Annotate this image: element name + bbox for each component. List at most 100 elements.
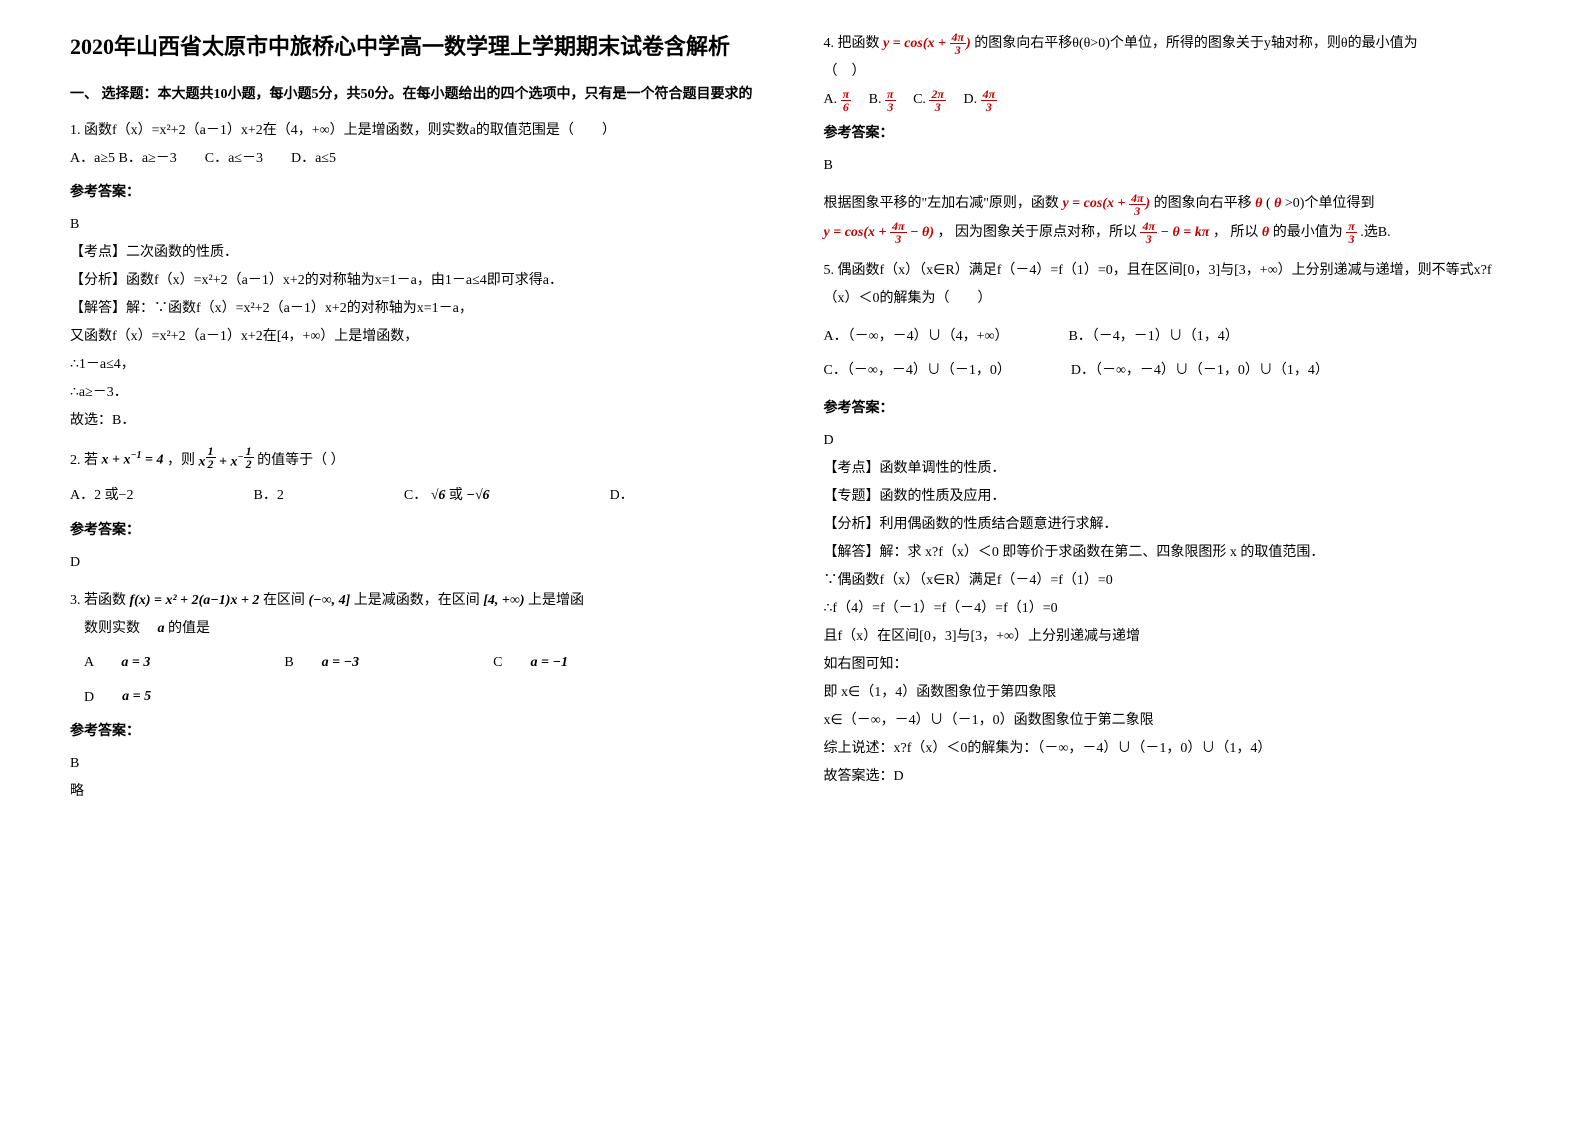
q2-text-a: 2. 若: [70, 453, 98, 468]
q4-expl-b: 的图象向右平移: [1154, 197, 1252, 212]
theta-var3: θ: [1262, 219, 1269, 247]
formula-cos-big: y = cos(x + 4π3): [1062, 190, 1150, 218]
q5-fx: 【分析】利用偶函数的性质结合题意进行求解．: [824, 511, 1518, 539]
q5-answer: D: [824, 427, 1518, 455]
q1-opts: A．a≥5 B．a≥－3 C．a≤－3 D．a≤5: [70, 145, 764, 173]
q5-jd5: 如右图可知：: [824, 651, 1518, 679]
left-column: 2020年山西省太原市中旅桥心中学高一数学理上学期期末试卷含解析 一、 选择题：…: [40, 30, 794, 1092]
q3-options-1: A a = 3 B a = −3 C a = −1: [70, 649, 764, 677]
q1-kaodian: 【考点】二次函数的性质．: [70, 239, 764, 267]
q1-jieda-4: ∴a≥－3．: [70, 379, 764, 407]
q3-d: 上是增函: [528, 593, 584, 608]
answer-label: 参考答案：: [824, 120, 1518, 148]
q5-opts-2: C．（－∞，－4）∪（－1，0） D．（－∞，－4）∪（－1，0）∪（1，4）: [824, 357, 1518, 385]
sqrt6-a: √6: [431, 482, 446, 510]
q1-jieda-2: 又函数f（x）=x²+2（a－1）x+2在[4，+∞）上是增函数，: [70, 323, 764, 351]
q3-stem: 3. 若函数 f(x) = x² + 2(a−1)x + 2 在区间 (−∞, …: [70, 587, 764, 615]
q2-opt-c: C． √6 或 −√6: [404, 482, 490, 510]
formula-x-plus-xinv: x + x−1 = 4: [102, 446, 164, 475]
opt-a-eq: a = 3: [107, 649, 150, 677]
q5-jd1: 【解答】解：求 x?f（x）＜0 即等价于求函数在第二、四象限图形 x 的取值范…: [824, 539, 1518, 567]
opt-4pi3: 4π3: [981, 86, 998, 114]
q2-opt-b: B．2: [254, 482, 284, 510]
opt-b-eq: a = −3: [308, 649, 359, 677]
q4-options: A. π6 B. π3 C. 2π3 D. 4π3: [824, 86, 1518, 114]
q1-answer: B: [70, 211, 764, 239]
formula-xhalf: x12 + x−12: [199, 445, 254, 476]
pi3-ans: π3: [1346, 219, 1357, 247]
formula-cos-shift: y = cos(x + 4π3 − θ): [824, 219, 934, 247]
opt-pi6: π6: [841, 86, 852, 114]
q5-jd3: ∴f（4）=f（－1）=f（－4）=f（1）=0: [824, 595, 1518, 623]
q4-expl-c: (: [1266, 197, 1271, 212]
q4-a: 4. 把函数: [824, 36, 880, 51]
q4-expl2-f: 的最小值为: [1273, 225, 1343, 240]
q3-c: 上是减函数，在区间: [354, 593, 480, 608]
q4-expl2-h: .选B.: [1360, 225, 1390, 240]
q2-opt-d: D．: [610, 482, 634, 510]
q3-C: C a = −1: [479, 649, 568, 677]
opt-pi3: π3: [885, 86, 896, 114]
q4-expl-d: >0)个单位得到: [1285, 197, 1375, 212]
q4-expl2-b: ， 因为图象关于原点对称，所以: [937, 225, 1140, 240]
q4-stem: 4. 把函数 y = cos(x + 4π3) 的图象向右平移θ(θ>0)个单位…: [824, 30, 1518, 58]
opt-c-eq: a = −1: [516, 649, 567, 677]
q1-stem: 1. 函数f（x）=x²+2（a－1）x+2在（4，+∞）上是增函数，则实数a的…: [70, 117, 764, 145]
q2-opt-c-b: 或: [449, 489, 463, 504]
q2-opt-a: A．2 或−2: [70, 482, 134, 510]
q4-expl-1: 根据图象平移的"左加右减"原则，函数 y = cos(x + 4π3) 的图象向…: [824, 190, 1518, 218]
doc-title: 2020年山西省太原市中旅桥心中学高一数学理上学期期末试卷含解析: [70, 30, 764, 63]
label-C: C: [493, 655, 502, 670]
q5-stem: 5. 偶函数f（x）（x∈R）满足f（－4）=f（1）=0，且在区间[0，3]与…: [824, 257, 1518, 313]
q3-options-2: D a = 5: [70, 683, 764, 711]
q5-jd7: x∈（－∞，－4）∪（－1，0）函数图象位于第二象限: [824, 707, 1518, 735]
q5-opt-b: B．（－4，－1）∪（1，4）: [1068, 323, 1238, 351]
q2-text-b: ，则: [167, 453, 195, 468]
label-B: B: [284, 655, 293, 670]
q5-opt-a: A．（－∞，－4）∪（4，+∞）: [824, 323, 1009, 351]
q4-c: （ ）: [824, 58, 1518, 86]
q1-jieda-5: 故选：B．: [70, 407, 764, 435]
q3-b: 在区间: [263, 593, 305, 608]
answer-label: 参考答案：: [824, 395, 1518, 423]
q4-b: 的图象向右平移θ(θ>0)个单位，所得的图象关于y轴对称，则θ的最小值为: [974, 36, 1417, 51]
opt-d-eq: a = 5: [108, 683, 151, 711]
q1-jieda-3: ∴1－a≤4，: [70, 351, 764, 379]
formula-eq: 4π3 − θ = kπ: [1140, 219, 1209, 247]
theta-var: θ: [1255, 190, 1262, 218]
q2-options: A．2 或−2 B．2 C． √6 或 −√6 D．: [70, 482, 764, 510]
q3-a: 3. 若函数: [70, 593, 126, 608]
q5-opt-d: D．（－∞，－4）∪（－1，0）∪（1，4）: [1071, 357, 1329, 385]
q1-jieda-1: 【解答】解：∵函数f（x）=x²+2（a－1）x+2的对称轴为x=1－a，: [70, 295, 764, 323]
q5-jd4: 且f（x）在区间[0，3]与[3，+∞）上分别递减与递增: [824, 623, 1518, 651]
q5-jd2: ∵偶函数f（x）（x∈R）满足f（－4）=f（1）=0: [824, 567, 1518, 595]
q3-answer: B: [70, 750, 764, 778]
q5-jd6: 即 x∈（1，4）函数图象位于第四象限: [824, 679, 1518, 707]
answer-label: 参考答案：: [70, 718, 764, 746]
q5-jd8: 综上说述：x?f（x）＜0的解集为：（－∞，－4）∪（－1，0）∪（1，4）: [824, 735, 1518, 763]
q5-zt: 【专题】函数的性质及应用．: [824, 483, 1518, 511]
q3-D: D a = 5: [84, 690, 151, 705]
right-column: 4. 把函数 y = cos(x + 4π3) 的图象向右平移θ(θ>0)个单位…: [794, 30, 1548, 1092]
q3-stem2-b: 的值是: [168, 621, 210, 636]
q2-stem: 2. 若 x + x−1 = 4 ，则 x12 + x−12 的值等于（ ）: [70, 445, 764, 476]
formula-cos: y = cos(x + 4π3): [883, 30, 971, 58]
q2-answer: D: [70, 549, 764, 577]
q2-text-c: 的值等于（ ）: [257, 453, 345, 468]
interval-2: [4, +∞): [483, 587, 524, 615]
q5-opt-c: C．（－∞，－4）∪（－1，0）: [824, 357, 1011, 385]
q4-expl2-d: ， 所以: [1213, 225, 1259, 240]
interval-1: (−∞, 4]: [308, 587, 350, 615]
label-D: D: [84, 690, 94, 705]
var-a: a: [144, 615, 165, 643]
q4-expl-a: 根据图象平移的"左加右减"原则，函数: [824, 197, 1059, 212]
neg-sqrt6: −√6: [466, 482, 489, 510]
formula-fx: f(x) = x² + 2(a−1)x + 2: [130, 587, 260, 615]
q5-opts-1: A．（－∞，－4）∪（4，+∞） B．（－4，－1）∪（1，4）: [824, 323, 1518, 351]
section-header: 一、 选择题：本大题共10小题，每小题5分，共50分。在每小题给出的四个选项中，…: [70, 81, 764, 109]
q1-fenxi: 【分析】函数f（x）=x²+2（a－1）x+2的对称轴为x=1－a，由1－a≤4…: [70, 267, 764, 295]
q4-expl-2: y = cos(x + 4π3 − θ) ， 因为图象关于原点对称，所以 4π3…: [824, 219, 1518, 247]
q3-B: B a = −3: [270, 649, 359, 677]
q5-jd9: 故答案选：D: [824, 763, 1518, 791]
answer-label: 参考答案：: [70, 179, 764, 207]
